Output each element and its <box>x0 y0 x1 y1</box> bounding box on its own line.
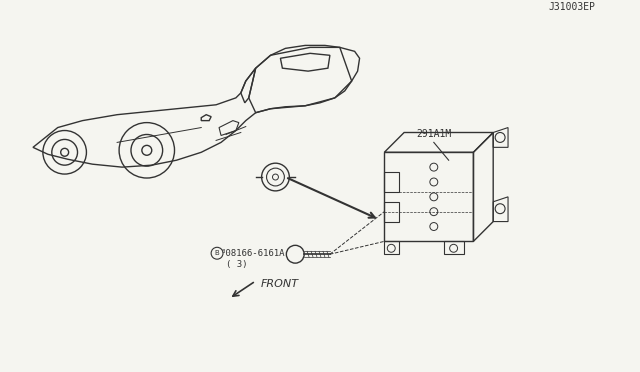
Text: ( 3): ( 3) <box>226 260 248 269</box>
Text: J31003EP: J31003EP <box>548 2 595 12</box>
Text: FRONT: FRONT <box>260 279 299 289</box>
Text: 291A1M: 291A1M <box>416 129 451 140</box>
Text: ³08166-6161A: ³08166-6161A <box>221 249 285 258</box>
Text: B: B <box>214 250 220 256</box>
